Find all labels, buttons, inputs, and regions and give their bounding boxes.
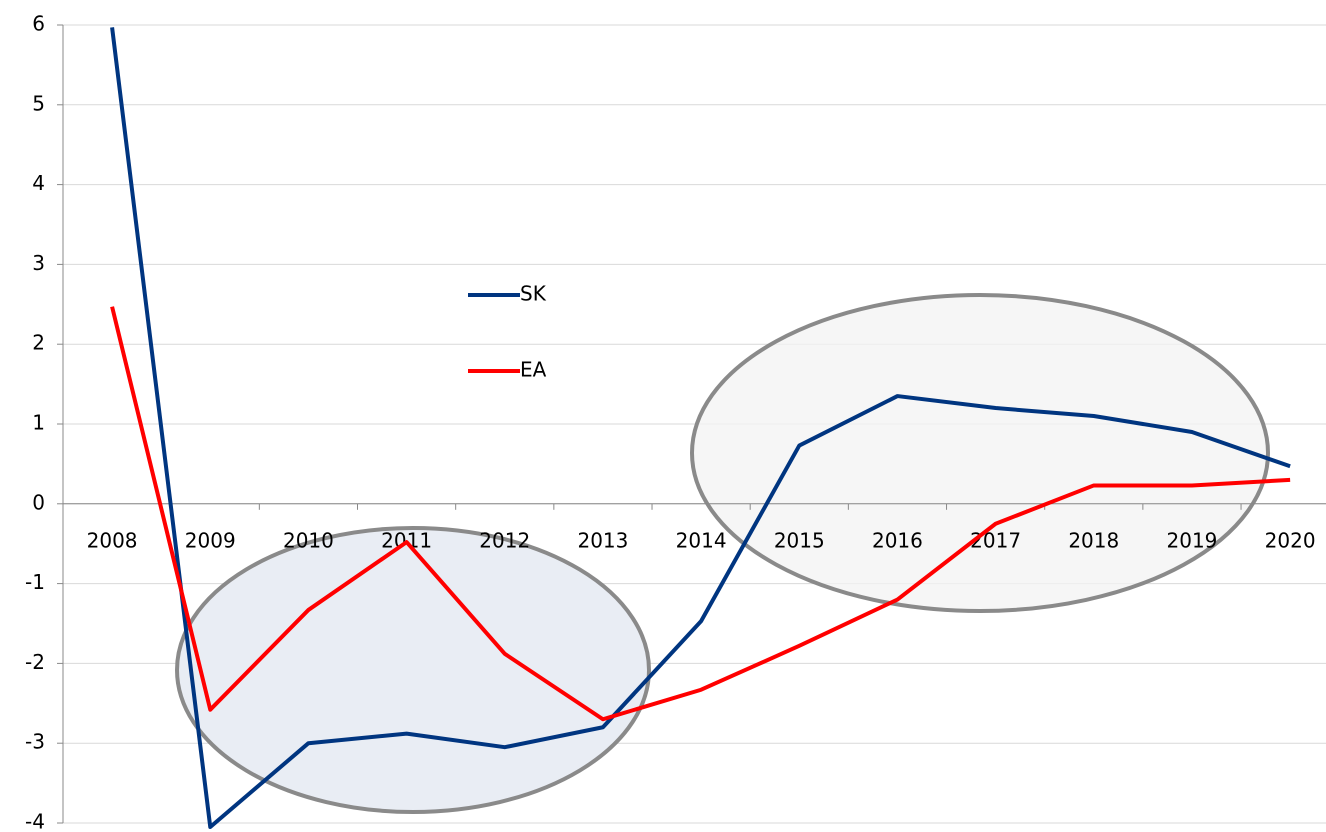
highlight-ellipse	[690, 293, 1270, 613]
x-tick-label: 2018	[1068, 528, 1119, 552]
y-tick-label: 3	[32, 251, 45, 275]
y-tick-label: 4	[32, 171, 45, 195]
x-tick-label: 2020	[1265, 528, 1316, 552]
legend-label: SK	[520, 282, 547, 306]
x-tick-label: 2015	[774, 528, 825, 552]
line-series	[110, 27, 1291, 829]
y-tick-label: 1	[32, 411, 45, 435]
x-tick-label: 2008	[87, 528, 138, 552]
y-tick-label: 2	[32, 331, 45, 355]
y-tick-label: -4	[25, 810, 45, 832]
legend-label: EA	[520, 358, 547, 382]
x-tick-label: 2010	[283, 528, 334, 552]
x-tick-label: 2012	[479, 528, 530, 552]
y-tick-label: 5	[32, 91, 45, 115]
y-tick-label: 6	[32, 12, 45, 36]
y-tick-label: -1	[25, 570, 45, 594]
y-tick-label: 0	[32, 490, 45, 514]
highlights	[175, 293, 1270, 814]
x-tick-label: 2013	[577, 528, 628, 552]
y-tick-label: -2	[25, 650, 45, 674]
x-tick-label: 2014	[676, 528, 727, 552]
x-tick-label: 2016	[872, 528, 923, 552]
line-series	[110, 306, 1291, 722]
y-tick-label: -3	[25, 730, 45, 754]
x-tick-label: 2017	[970, 528, 1021, 552]
x-tick-label: 2019	[1167, 528, 1218, 552]
x-tick-label: 2009	[185, 528, 236, 552]
